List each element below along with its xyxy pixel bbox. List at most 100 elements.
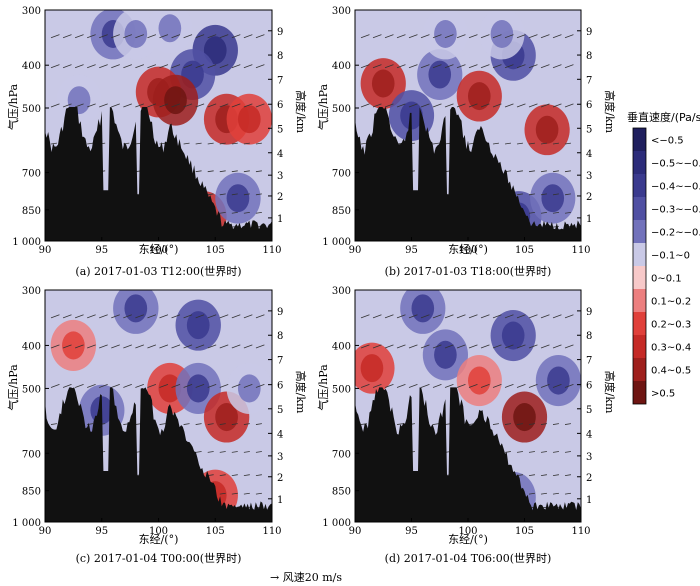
panel-caption: (a) 2017-01-03 T12:00(世界时) [75, 265, 241, 278]
wind-arrow [50, 103, 60, 108]
wind-arrow [219, 170, 226, 173]
wind-arrow [62, 383, 72, 388]
wind-arrow [135, 34, 144, 39]
y2-tick-label: 2 [277, 473, 283, 484]
wind-arrow [255, 383, 265, 388]
wind-arrow [480, 344, 490, 349]
wind-arrow [504, 142, 511, 145]
wind-arrow [492, 103, 502, 108]
wind-arrow [243, 344, 253, 349]
wind-arrow [219, 34, 229, 39]
wind-arrow [444, 64, 454, 69]
wind-arrow [504, 103, 514, 108]
wind-arrow [372, 103, 382, 108]
wind-arrow [255, 64, 265, 69]
wind-arrow [255, 474, 262, 476]
wind-arrow [528, 34, 538, 39]
wind-arrow [408, 103, 418, 108]
wind-arrow [171, 344, 181, 349]
x-tick-label: 105 [206, 526, 225, 537]
colorbar-swatch [633, 358, 646, 381]
y-tick-label: 850 [332, 206, 351, 217]
colorbar-swatch [633, 289, 646, 312]
wind-arrow [255, 492, 262, 495]
wind-arrow [360, 314, 370, 319]
y-tick-label: 700 [332, 169, 351, 180]
wind-arrow [456, 314, 466, 319]
wind-arrow [87, 103, 96, 108]
wind-arrow [480, 383, 490, 388]
vertical-velocity-core [541, 184, 565, 213]
wind-arrow [384, 103, 394, 108]
colorbar-label: 0.2~0.3 [651, 320, 691, 331]
x-tick-label: 95 [95, 526, 108, 537]
wind-arrow [540, 170, 547, 173]
wind-arrow [540, 344, 550, 349]
colorbar-label: 0.3~0.4 [651, 343, 691, 354]
y2-tick-label: 8 [586, 331, 592, 342]
wind-arrow [468, 64, 478, 69]
wind-arrow [564, 383, 574, 388]
panel-1: 90 95 100 105 110 300 400 500 700 850 1 000 1 2 3 4 5 6 7… [6, 6, 308, 278]
wind-arrow [231, 193, 238, 196]
vertical-velocity-core [124, 294, 148, 323]
wind-arrow [74, 103, 84, 108]
x-tick-label: 100 [458, 526, 477, 537]
vertical-velocity-core [535, 115, 559, 144]
wind-arrow [528, 142, 535, 145]
y2-tick-label: 5 [277, 124, 283, 135]
y2-tick-label: 3 [586, 452, 592, 463]
wind-arrow [528, 383, 538, 388]
colorbar-label: −0.4~−0.3 [651, 182, 700, 193]
wind-arrow [74, 344, 84, 349]
wind-arrow [74, 64, 84, 69]
colorbar-label: 0.4~0.5 [651, 366, 691, 377]
wind-arrow [195, 170, 202, 173]
wind-arrow [183, 423, 190, 425]
wind-arrow [504, 451, 511, 453]
wind-arrow [255, 423, 262, 425]
wind-arrow [219, 314, 229, 319]
wind-arrow [99, 34, 108, 39]
vertical-velocity-core [158, 374, 182, 403]
y2-axis-label: 高度/km [294, 371, 308, 414]
y2-tick-label: 7 [586, 75, 592, 86]
wind-arrow [231, 383, 241, 388]
wind-arrow [255, 103, 265, 108]
wind-arrow [147, 64, 157, 69]
wind-arrow [384, 314, 394, 319]
wind-arrow [528, 64, 538, 69]
wind-arrow [360, 103, 370, 108]
wind-arrow [372, 314, 382, 319]
wind-arrow [516, 142, 523, 145]
colorbar-swatch [633, 128, 646, 151]
vertical-velocity-core [371, 69, 395, 98]
wind-arrow [456, 34, 466, 39]
x-tick-label: 95 [405, 245, 418, 256]
wind-arrow [99, 103, 108, 108]
wind-arrow [444, 314, 454, 319]
wind-arrow [408, 64, 418, 69]
wind-arrow [552, 474, 559, 476]
colorbar-label: −0.1~0 [651, 251, 690, 262]
wind-arrow [504, 34, 514, 39]
wind-arrow [540, 451, 547, 453]
wind-arrow [492, 314, 502, 319]
colorbar-swatch [633, 220, 646, 243]
wind-arrow [360, 34, 370, 39]
wind-arrow [360, 142, 367, 145]
vertical-velocity-core [237, 374, 261, 403]
vertical-velocity-core [501, 321, 525, 350]
wind-arrow [432, 314, 442, 319]
wind-arrow [50, 383, 60, 388]
wind-arrow [195, 103, 205, 108]
terrain-silhouette [355, 107, 581, 241]
wind-arrow [207, 423, 214, 425]
wind-arrow [171, 103, 181, 108]
x-tick-label: 110 [262, 245, 281, 256]
x-tick-label: 100 [149, 245, 168, 256]
colorbar-label: −0.2~−0.1 [651, 228, 700, 239]
wind-arrow [62, 64, 72, 69]
wind-arrow [492, 64, 502, 69]
wind-arrow [219, 344, 229, 349]
